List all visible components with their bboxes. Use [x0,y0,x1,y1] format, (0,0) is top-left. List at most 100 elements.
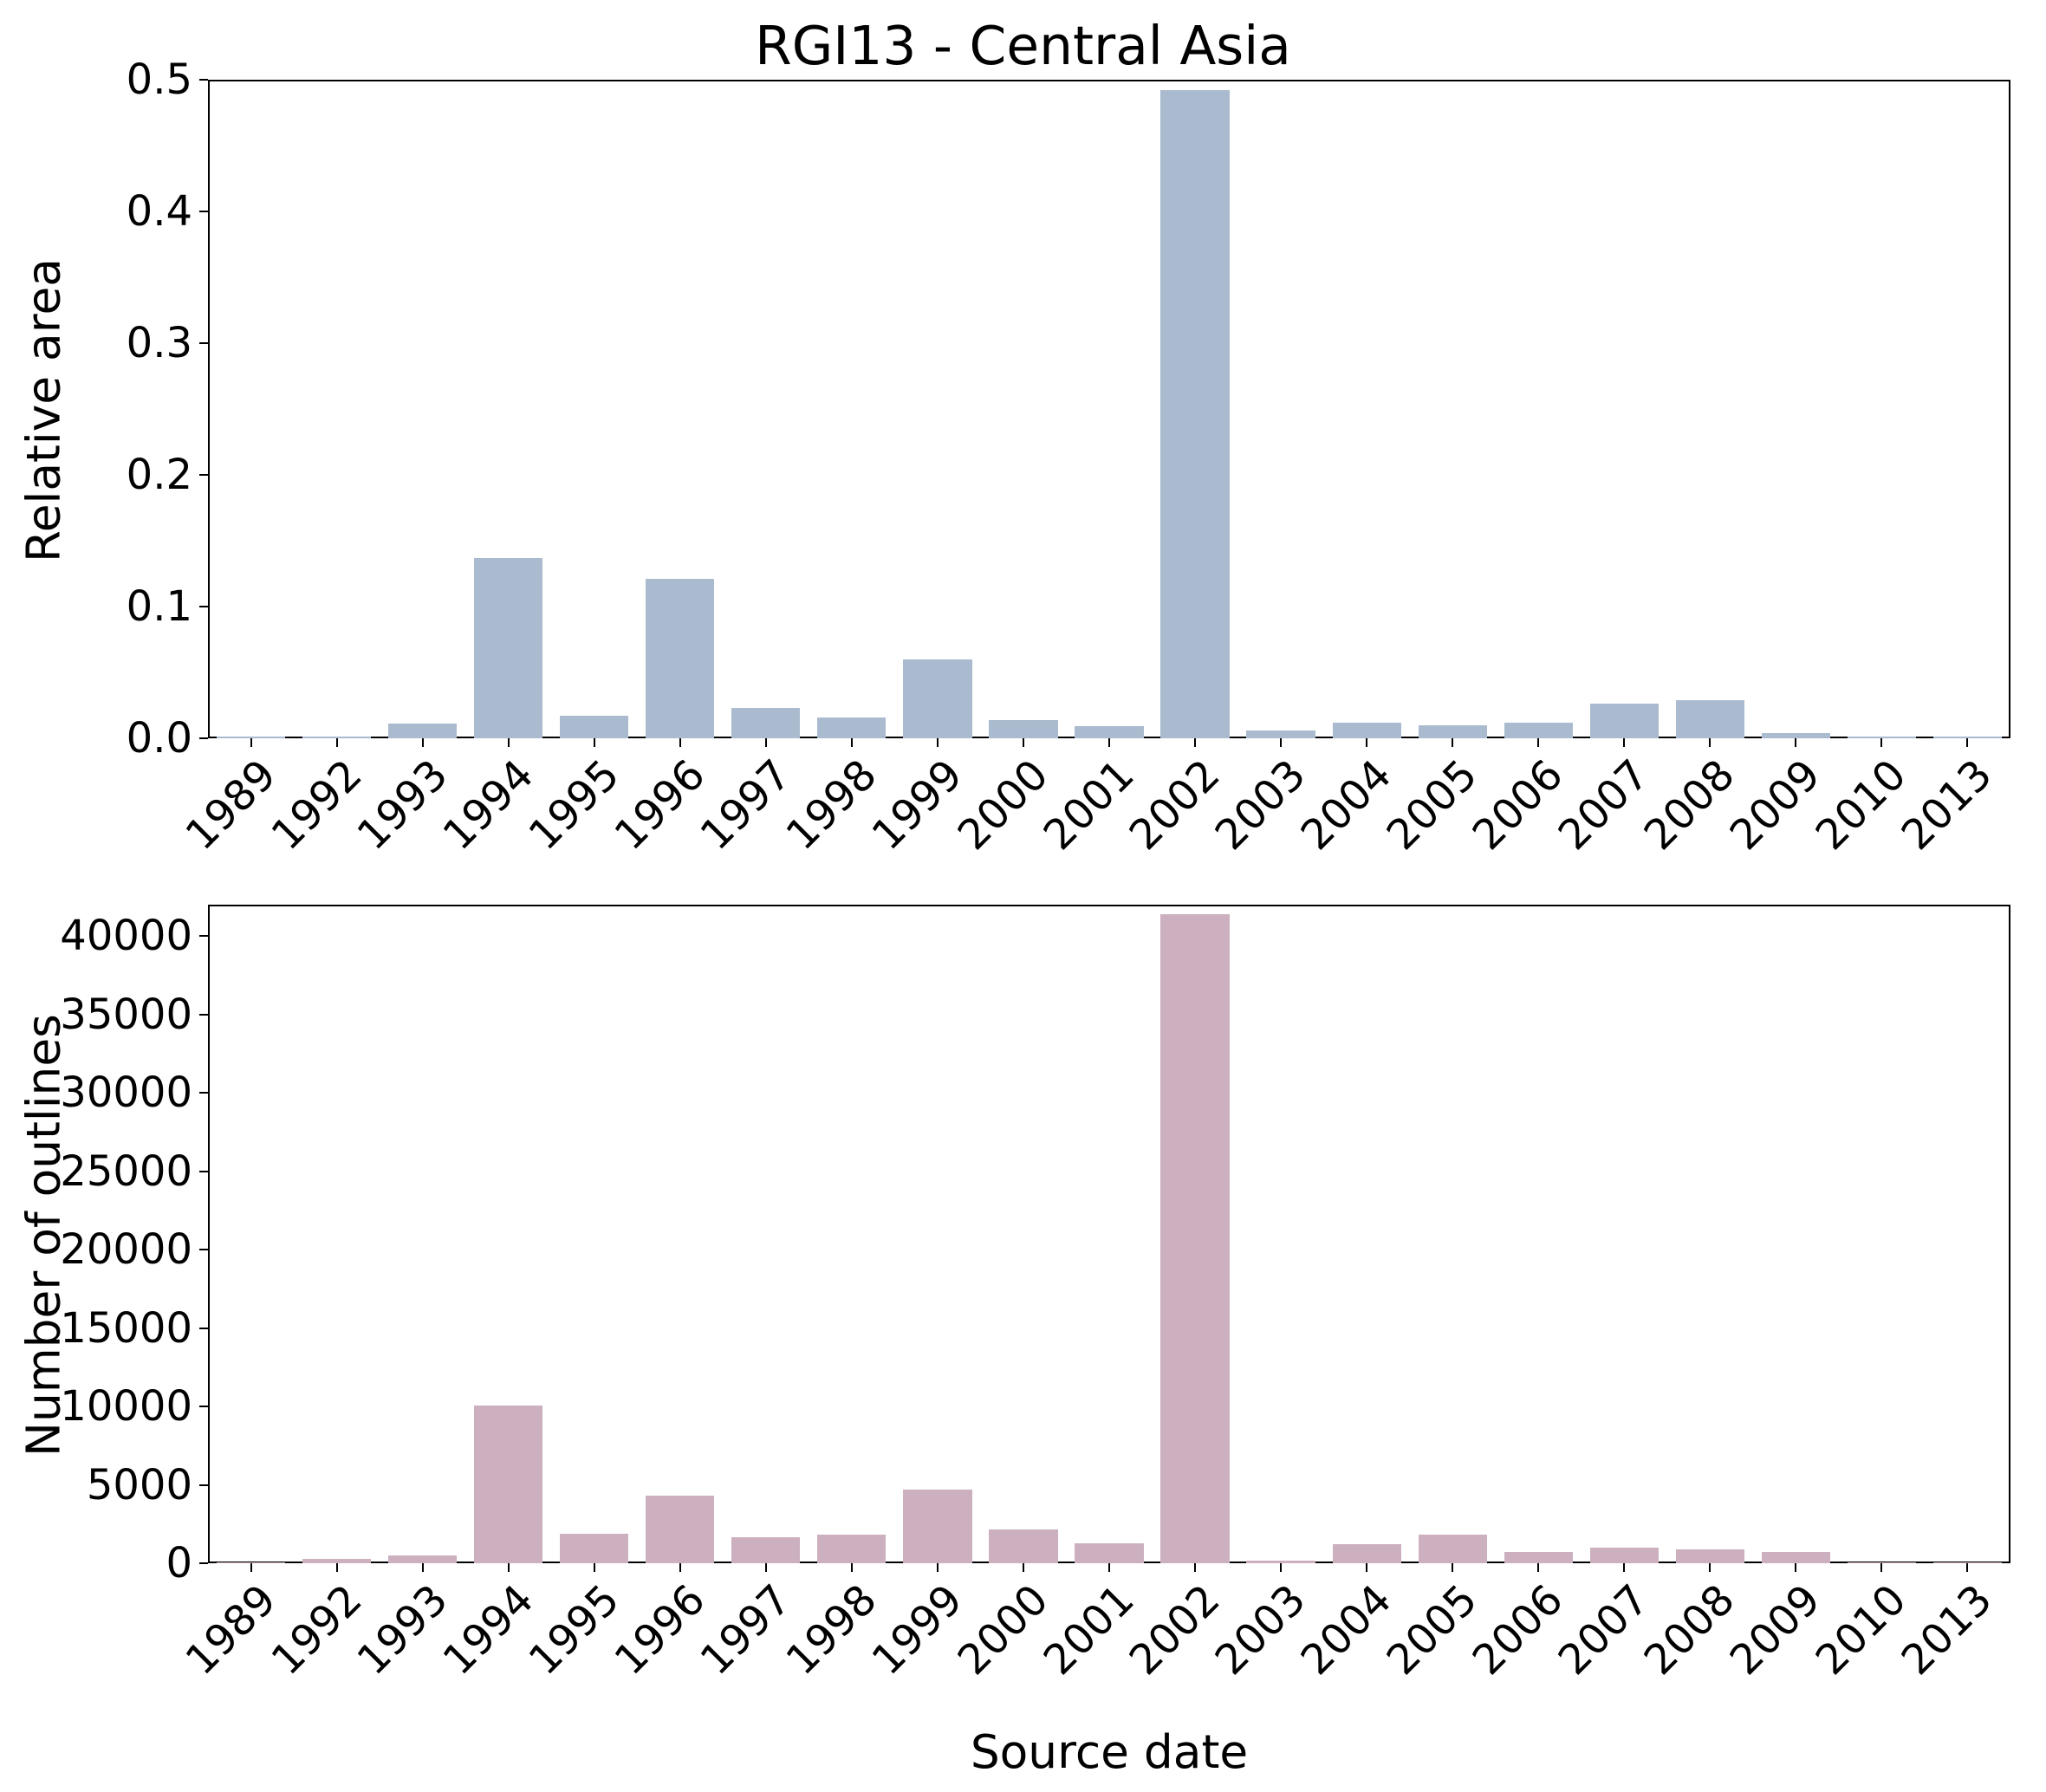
xtick [1023,1563,1024,1572]
xtick [594,738,595,747]
ytick [199,474,208,476]
ytick-label: 25000 [60,1147,192,1196]
xtick [1537,1563,1539,1572]
xtick [851,1563,853,1572]
xtick [1709,1563,1711,1572]
bar [817,1535,886,1563]
ytick-label: 0.5 [127,55,192,104]
xtick [422,1563,424,1572]
bar [560,716,628,738]
bar [1419,725,1487,738]
bar [1246,730,1315,738]
ytick [199,1484,208,1486]
bar [1504,723,1573,738]
bar [1762,1552,1830,1563]
xtick [937,1563,939,1572]
bar [1333,1544,1401,1563]
ytick [199,1406,208,1407]
bar [388,1555,457,1563]
xtick [422,738,424,747]
ytick [199,737,208,739]
xtick [1452,1563,1453,1572]
bar [1590,1548,1659,1563]
ytick-label: 10000 [60,1382,192,1431]
bar [1504,1552,1573,1563]
xtick [1623,738,1625,747]
xtick [250,738,252,747]
bar [1333,723,1401,738]
xtick [679,738,681,747]
xtick [1280,738,1282,747]
ytick-label: 0.1 [127,582,192,631]
xtick [1366,738,1367,747]
ytick-label: 15000 [60,1304,192,1353]
bar [731,708,800,738]
ylabel-relative-area: Relative area [16,151,71,671]
bar [474,558,542,738]
xtick [1452,738,1453,747]
bar [731,1537,800,1563]
xtick [1623,1563,1625,1572]
chart-title: RGI13 - Central Asia [0,16,2046,77]
xtick [1194,738,1196,747]
xtick [1537,738,1539,747]
bar [1590,704,1659,738]
bar [1419,1535,1487,1563]
bar [560,1534,628,1563]
bar [817,717,886,738]
bar [1676,700,1744,738]
ytick-label: 0.4 [127,187,192,236]
bar [1160,914,1229,1563]
bar [1676,1549,1744,1563]
bar [1160,90,1229,738]
ytick-label: 0.3 [127,319,192,367]
xtick [1280,1563,1282,1572]
ytick-label: 20000 [60,1225,192,1274]
ytick [199,342,208,344]
bar [989,1529,1057,1563]
xtick [1795,738,1796,747]
bar [989,720,1057,738]
ytick-label: 0.2 [127,451,192,499]
bar [646,579,714,738]
xtick [1795,1563,1796,1572]
xtick [765,1563,767,1572]
xtick [1966,738,1968,747]
ytick [199,1014,208,1016]
ytick [199,606,208,607]
bar [1075,1543,1143,1563]
xtick [937,738,939,747]
figure: RGI13 - Central Asia Relative area Numbe… [0,0,2046,1792]
xlabel-source-date: Source date [208,1724,2010,1779]
xtick [594,1563,595,1572]
xtick [1966,1563,1968,1572]
xtick [1194,1563,1196,1572]
xtick [1880,738,1882,747]
ytick [199,1092,208,1094]
ytick-label: 0 [166,1539,192,1587]
ytick [199,1328,208,1329]
ytick-label: 30000 [60,1068,192,1117]
ytick [199,935,208,937]
xtick [250,1563,252,1572]
ytick-label: 40000 [60,912,192,960]
xtick [851,738,853,747]
ytick [199,211,208,212]
bar [474,1406,542,1563]
ytick [199,1249,208,1250]
xtick [1108,738,1110,747]
xtick [1366,1563,1367,1572]
xtick [508,1563,510,1572]
xtick [1709,738,1711,747]
ytick-label: 35000 [60,990,192,1039]
bar [1075,726,1143,738]
ytick [199,1171,208,1172]
bar [903,659,971,738]
xtick [1108,1563,1110,1572]
bar [646,1496,714,1563]
ytick [199,1562,208,1564]
xtick [336,1563,338,1572]
xtick [765,738,767,747]
ytick-label: 5000 [87,1461,192,1510]
ytick [199,79,208,81]
